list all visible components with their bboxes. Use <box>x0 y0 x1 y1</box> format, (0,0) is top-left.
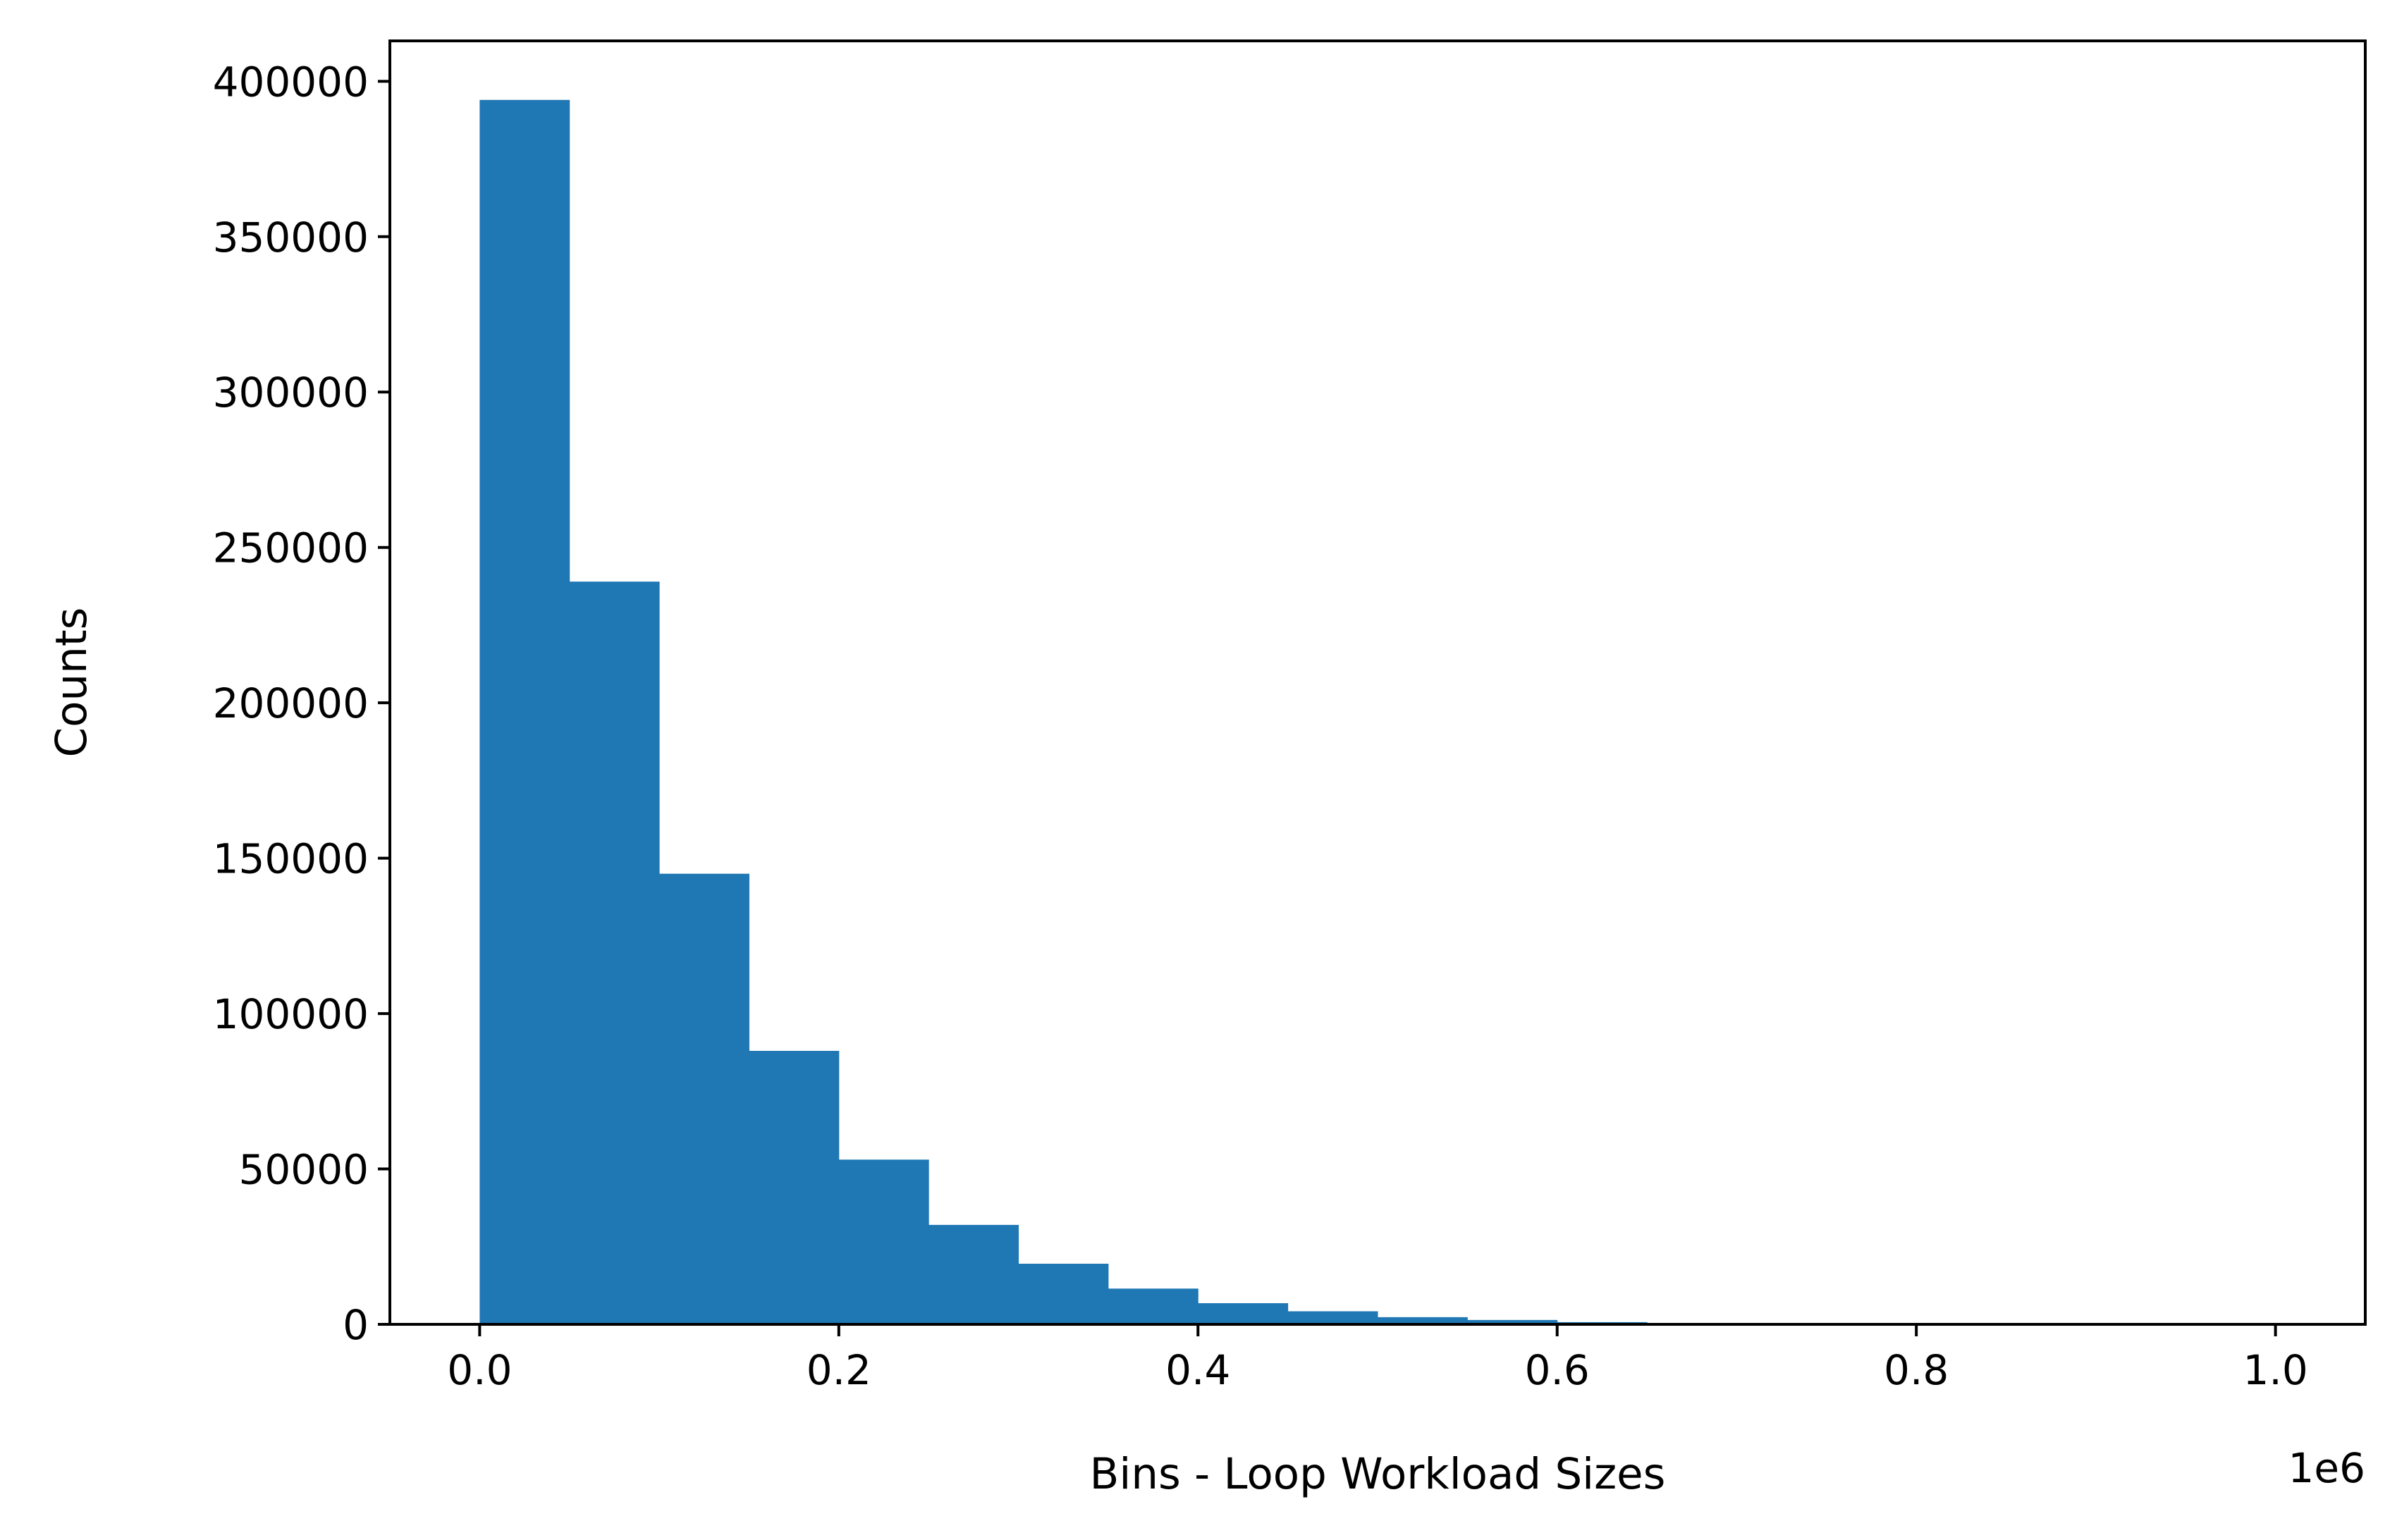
histogram-bars <box>479 99 2276 1325</box>
y-tick-label: 350000 <box>213 214 369 261</box>
histogram-bar <box>569 581 660 1325</box>
y-tick-label: 0 <box>343 1301 369 1349</box>
x-tick-label: 0.8 <box>1884 1346 1949 1394</box>
histogram-bar <box>1198 1303 1289 1324</box>
x-tick-label: 0.2 <box>807 1346 871 1394</box>
histogram-bar <box>1467 1319 1558 1324</box>
histogram-bar <box>749 1050 840 1324</box>
y-tick-label: 200000 <box>213 679 369 727</box>
x-tick-label: 1.0 <box>2243 1346 2308 1394</box>
y-tick-label: 300000 <box>213 369 369 417</box>
histogram-bar <box>1018 1264 1109 1324</box>
histogram-bar <box>838 1159 929 1324</box>
histogram-bar <box>479 99 570 1325</box>
histogram-bar <box>1378 1317 1468 1324</box>
y-tick-label: 50000 <box>238 1146 369 1194</box>
histogram-bar <box>1108 1288 1198 1324</box>
x-tick-label: 0.0 <box>447 1346 512 1394</box>
histogram-bar <box>659 873 749 1324</box>
x-tick-label: 0.6 <box>1525 1346 1590 1394</box>
x-axis-ticks: 0.0 0.2 0.4 0.6 0.8 1.0 <box>447 1324 2308 1394</box>
y-axis-ticks: 0 50000 100000 150000 200000 250000 300000 3500… <box>213 58 390 1349</box>
y-axis-label: Counts <box>47 608 97 758</box>
y-tick-label: 150000 <box>213 835 369 883</box>
y-tick-label: 100000 <box>213 990 369 1038</box>
x-axis-label: Bins - Loop Workload Sizes <box>1090 1449 1666 1499</box>
histogram-bar <box>1287 1311 1378 1324</box>
y-tick-label: 250000 <box>213 524 369 572</box>
y-tick-label: 400000 <box>213 58 369 106</box>
histogram-bar <box>928 1224 1019 1324</box>
x-tick-label: 0.4 <box>1165 1346 1230 1394</box>
plot-frame <box>388 39 2367 1326</box>
x-axis-offset-label: 1e6 <box>2288 1444 2366 1492</box>
